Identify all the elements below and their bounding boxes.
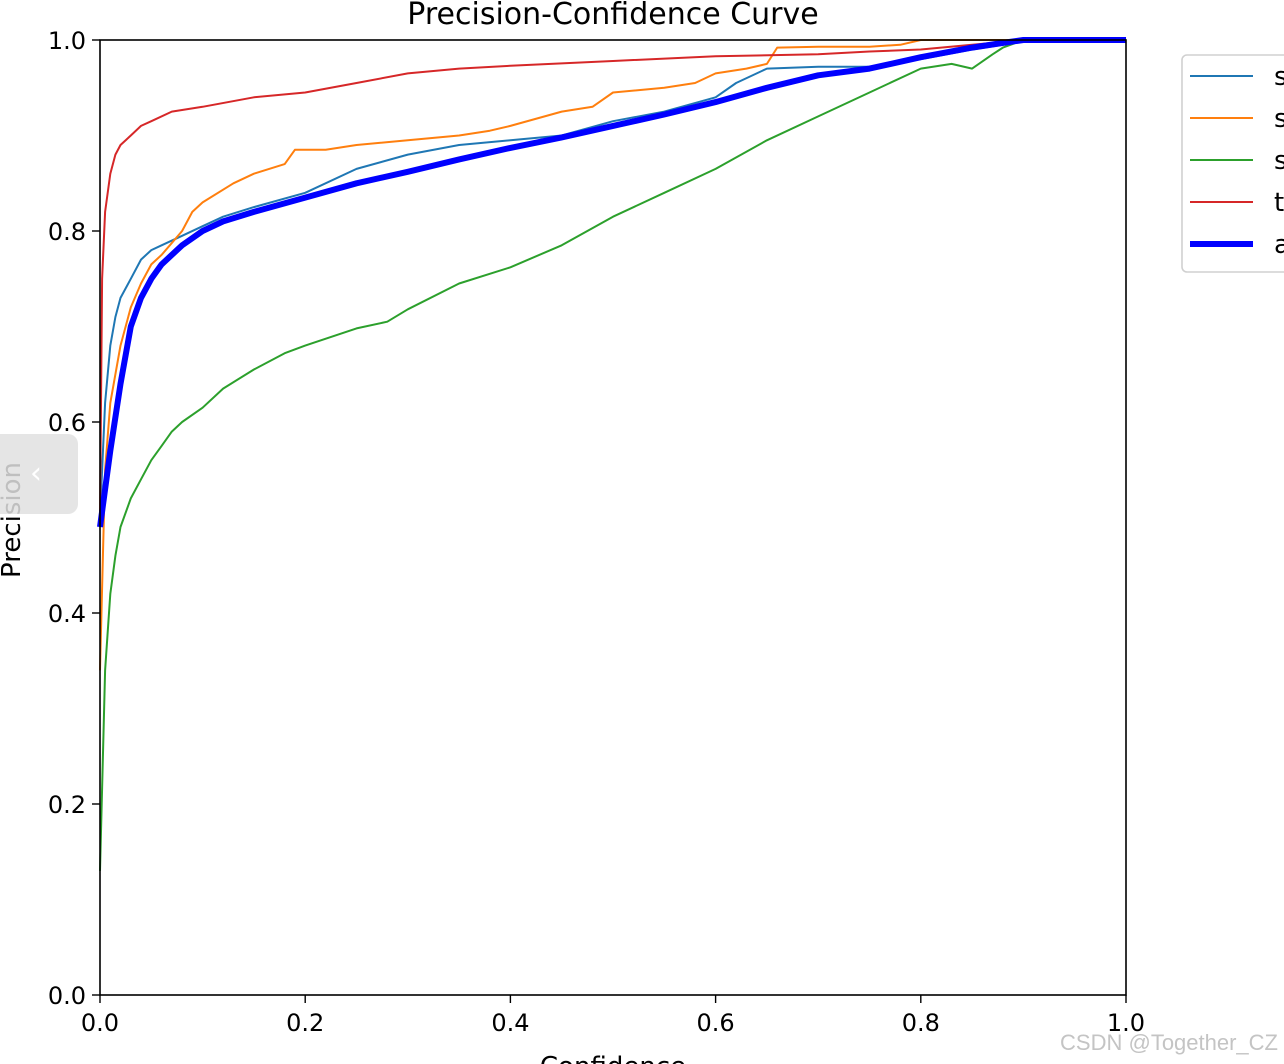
chart-title: Precision-Confidence Curve <box>407 0 818 32</box>
x-tick-label: 0.4 <box>491 1009 529 1037</box>
series-line-5 <box>97 37 1126 528</box>
y-tick-label: 0.0 <box>48 982 86 1010</box>
x-tick-label: 0.6 <box>697 1009 735 1037</box>
legend-label-2: s <box>1274 104 1284 134</box>
plot-area <box>97 37 1126 871</box>
y-tick-label: 0.6 <box>48 409 86 437</box>
legend-label-4: t <box>1274 188 1284 218</box>
series-line-1 <box>99 39 1126 518</box>
x-tick-label: 0.2 <box>286 1009 324 1037</box>
x-tick-label: 0.0 <box>81 1009 119 1037</box>
legend-label-3: s <box>1274 146 1284 176</box>
y-tick-label: 0.2 <box>48 791 86 819</box>
chevron-left-icon: ‹ <box>30 456 42 491</box>
x-tick-label: 1.0 <box>1107 1009 1145 1037</box>
legend-label-5: a <box>1274 230 1284 260</box>
y-tick-label: 0.8 <box>48 218 86 246</box>
watermark: CSDN @Together_CZ <box>1060 1030 1278 1055</box>
y-tick-label: 1.0 <box>48 27 86 55</box>
series-line-2 <box>99 39 1126 671</box>
legend-box <box>1181 54 1284 273</box>
collapse-panel-button[interactable]: ‹ <box>0 434 78 514</box>
plot-frame <box>99 39 1127 996</box>
x-tick-label: 0.8 <box>902 1009 940 1037</box>
series-line-4 <box>99 39 1126 518</box>
legend-label-1: s <box>1274 62 1284 92</box>
y-tick-label: 0.4 <box>48 600 86 628</box>
axis-ticks: 0.0 0.2 0.4 0.6 0.8 1.0 0.0 0.2 0.4 0.6 0.8 1.0 <box>48 27 1145 1037</box>
x-axis-label: Confidence <box>540 1052 686 1064</box>
series-line-3 <box>99 39 1126 871</box>
